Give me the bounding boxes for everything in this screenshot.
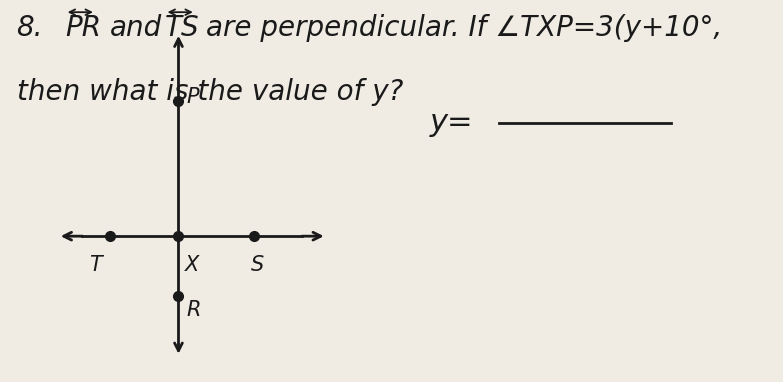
Text: are perpendicular. If ∠TXP=3(y+10°,: are perpendicular. If ∠TXP=3(y+10°, bbox=[206, 14, 722, 42]
Text: TS: TS bbox=[164, 14, 200, 42]
Text: X: X bbox=[186, 255, 200, 275]
Text: and: and bbox=[110, 14, 162, 42]
Text: y=: y= bbox=[430, 108, 474, 137]
Text: PR: PR bbox=[65, 14, 101, 42]
Text: S: S bbox=[251, 255, 264, 275]
Text: T: T bbox=[89, 255, 102, 275]
Text: 8.: 8. bbox=[16, 14, 43, 42]
Text: then what is the value of y?: then what is the value of y? bbox=[16, 78, 403, 106]
Text: P: P bbox=[186, 87, 200, 107]
Text: R: R bbox=[186, 300, 201, 320]
